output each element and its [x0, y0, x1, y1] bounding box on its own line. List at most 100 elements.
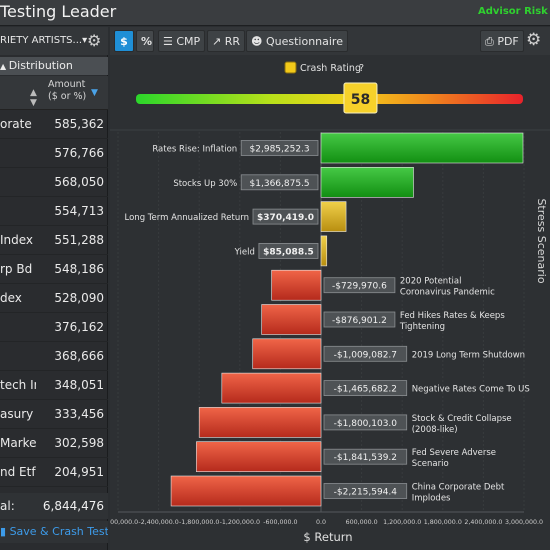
holding-name: asury — [0, 407, 34, 421]
scenario-bar[interactable] — [320, 132, 524, 164]
dollar-view-button[interactable]: $ — [114, 30, 134, 52]
amount-column-header[interactable]: ▲ ▼ Amount ($ or %) ▼ — [0, 76, 108, 110]
value-label: $370,419.0 — [257, 213, 314, 223]
holding-name: Index — [0, 233, 34, 247]
portfolio-toolbar: RIETY ARTISTS...▾ ⚙ — [0, 27, 108, 55]
scenario-label: Rates Rise: Inflation — [152, 145, 237, 155]
value-label-box — [323, 277, 396, 294]
value-label: -$2,215,594.4 — [334, 488, 398, 498]
scenario-bar[interactable] — [170, 475, 322, 507]
value-label: -$1,800,103.0 — [334, 419, 398, 429]
scenario-label: Fed Hikes Rates & Keeps Tightening — [399, 311, 505, 332]
value-label-box — [240, 140, 319, 156]
print-icon: ⎙ — [485, 35, 494, 48]
value-label-box — [323, 414, 408, 431]
scenario-label: Negative Rates Come To US — [412, 385, 530, 395]
holding-row[interactable]: 568,050 — [0, 168, 108, 197]
holding-name: Marke — [0, 436, 36, 450]
holding-row[interactable]: nd Etf 204,951 — [0, 458, 108, 487]
value-label-box — [240, 174, 319, 191]
value-label-box — [252, 208, 319, 225]
x-tick-label: -600,000.0 — [263, 519, 297, 526]
pdf-button[interactable]: ⎙ PDF — [480, 30, 524, 52]
holding-row[interactable]: dex 528,090 — [0, 284, 108, 313]
holding-amount: 554,713 — [54, 204, 104, 218]
x-tick-label: 3,000,000.0 — [505, 519, 543, 526]
x-tick-label: -1,800,000.0 — [179, 519, 219, 526]
bar-series: $2,985,252.3 Rates Rise: Inflation $1,366,… — [125, 132, 530, 507]
scenario-label: 2020 Potential Coronavirus Pandemic — [400, 277, 495, 298]
title-bar: Testing Leader Advisor Risk B — [0, 0, 550, 26]
x-tick-label: -2,400,000.0 — [138, 519, 178, 526]
value-label-box — [323, 380, 408, 397]
holding-row[interactable]: 554,713 — [0, 197, 108, 226]
distribution-header[interactable]: ▲ Distribution — [0, 57, 108, 75]
x-tick-label: 0.0 — [316, 519, 326, 526]
rr-button[interactable]: ↗ RR — [207, 30, 246, 52]
line-chart-icon: ↗ — [212, 35, 222, 48]
scenario-bar[interactable] — [198, 407, 322, 438]
holding-amount: 333,456 — [54, 407, 104, 421]
amount-header-label: Amount ($ or %) — [48, 79, 87, 102]
holding-row[interactable]: tech Ir 348,051 — [0, 371, 108, 400]
holding-amount: 204,951 — [54, 465, 104, 479]
gear-icon[interactable]: ⚙ — [87, 31, 102, 50]
scenario-bar[interactable] — [271, 269, 322, 301]
holding-amount: 376,162 — [54, 320, 104, 334]
holding-row[interactable]: 368,666 — [0, 342, 108, 371]
value-label: -$1,841,539.2 — [334, 453, 397, 463]
holding-name: nd Etf — [0, 465, 36, 479]
scenario-bar[interactable] — [252, 338, 322, 370]
sort-icon[interactable]: ▲ ▼ — [30, 88, 37, 108]
x-tick-label: 2,400,000.0 — [464, 519, 502, 526]
sort-desc-icon[interactable]: ▼ — [91, 88, 98, 98]
holding-amount: 368,666 — [54, 349, 104, 363]
help-icon[interactable]: ? — [359, 63, 364, 74]
scenario-bar[interactable] — [320, 167, 414, 198]
scenario-bar[interactable] — [261, 304, 322, 335]
value-label-box — [323, 311, 396, 328]
portfolio-panel: RIETY ARTISTS...▾ ⚙ ▲ Distribution ▲ ▼ Am… — [0, 27, 108, 550]
advisor-risk-badge[interactable]: Advisor Risk B — [478, 6, 550, 17]
scenario-bar[interactable] — [196, 441, 322, 473]
scenario-label: Stocks Up 30% — [173, 179, 237, 189]
value-label: $85,088.5 — [263, 247, 314, 257]
value-label-box — [323, 448, 408, 465]
value-label: -$1,009,082.7 — [334, 350, 397, 360]
scenario-label: Yield — [234, 247, 255, 257]
stress-chart-svg: Crash Rating ? 58 $2,985,252.3 Rates Rise… — [98, 61, 550, 544]
scenario-bar[interactable] — [221, 372, 322, 404]
holding-row[interactable]: Marke 302,598 — [0, 429, 108, 458]
holding-amount: 528,090 — [54, 291, 104, 305]
holding-amount: 548,186 — [54, 262, 104, 276]
scenario-bar[interactable] — [320, 235, 328, 267]
holding-row[interactable]: orate 585,362 — [0, 110, 108, 139]
chart-icon: ▮ — [0, 525, 10, 538]
total-value: 6,844,476 — [42, 499, 104, 513]
scenario-label: China Corporate Debt Implodes — [412, 483, 505, 504]
holding-row[interactable]: 376,162 — [0, 313, 108, 342]
x-axis-ticks: -3,000,000.0-2,400,000.0-1,800,000.0-1,2… — [98, 519, 543, 526]
scenario-bar[interactable] — [320, 201, 347, 232]
scenario-label: Long Term Annualized Return — [125, 213, 249, 223]
value-label: -$876,901.2 — [332, 316, 387, 326]
value-label-box — [258, 242, 319, 259]
caret-up-icon: ▲ — [0, 62, 9, 71]
holding-row[interactable]: Index 551,288 — [0, 226, 108, 255]
user-add-icon: ☻ — [251, 35, 263, 48]
holding-row[interactable]: rp Bd 548,186 — [0, 255, 108, 284]
holding-row[interactable]: asury 333,456 — [0, 400, 108, 429]
cmp-button[interactable]: ☰ CMP — [158, 30, 206, 52]
settings-gear-icon[interactable]: ⚙ — [526, 30, 542, 50]
holding-amount: 551,288 — [54, 233, 104, 247]
value-label-box — [323, 345, 408, 362]
scenario-label: 2019 Long Term Shutdown — [412, 350, 525, 360]
portfolio-dropdown[interactable]: RIETY ARTISTS...▾ — [0, 35, 88, 46]
questionnaire-button[interactable]: ☻ Questionnaire — [246, 30, 348, 52]
holding-name: orate — [0, 117, 32, 131]
save-crash-test-button[interactable]: ▮ Save & Crash Test — [0, 521, 108, 543]
percent-view-button[interactable]: % — [136, 30, 154, 52]
holding-amount: 302,598 — [54, 436, 104, 450]
holding-amount: 576,766 — [54, 146, 104, 160]
holding-row[interactable]: 576,766 — [0, 139, 108, 168]
